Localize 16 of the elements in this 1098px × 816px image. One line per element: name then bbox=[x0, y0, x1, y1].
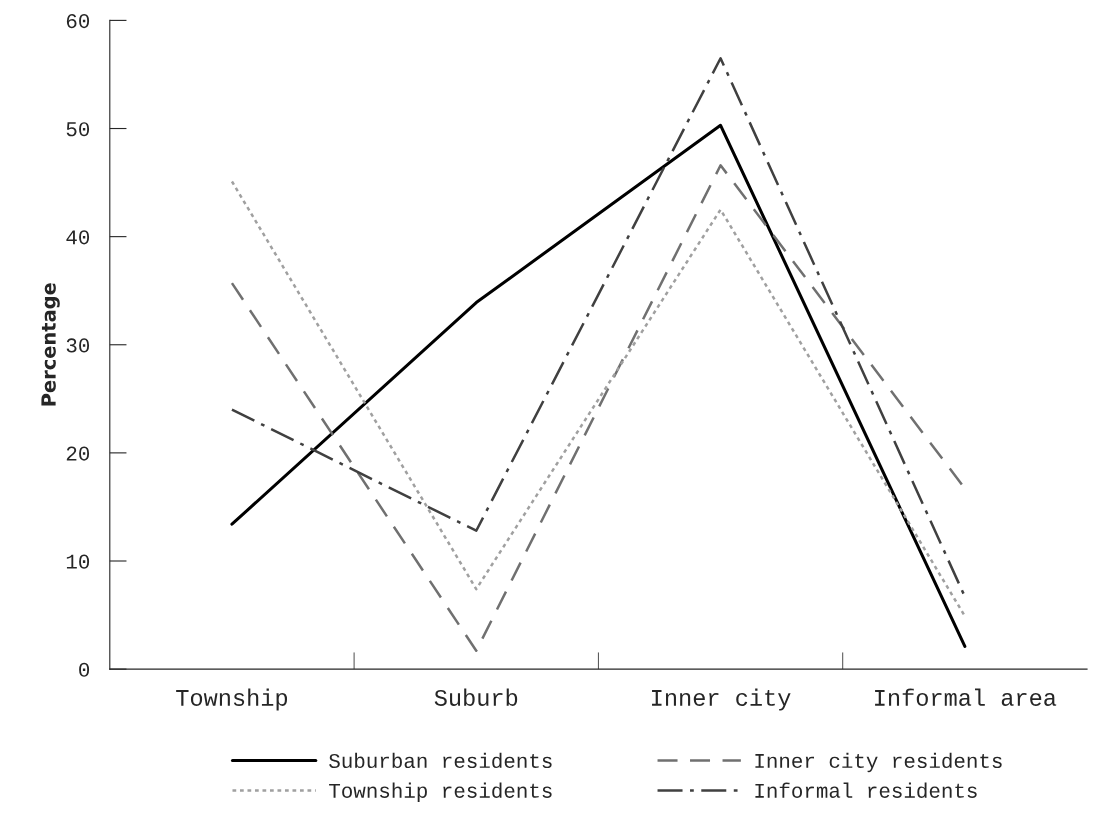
y-tick-label: 40 bbox=[66, 230, 90, 245]
y-tick-label: 10 bbox=[66, 554, 90, 569]
legend-label: Informal residents bbox=[755, 782, 977, 798]
y-tick-label: 0 bbox=[79, 662, 90, 677]
y-tick-label: 50 bbox=[66, 122, 90, 137]
x-tick-label: Informal area bbox=[875, 688, 1057, 706]
y-tick-label: 30 bbox=[66, 338, 90, 353]
y-tick-label: 20 bbox=[66, 446, 90, 461]
x-tick-label: Suburb bbox=[434, 688, 518, 706]
legend-label: Suburban residents bbox=[329, 752, 552, 769]
y-tick-label: 60 bbox=[66, 14, 90, 29]
legend-label: Inner city residents bbox=[755, 752, 1002, 773]
y-axis-title: Percentage bbox=[41, 283, 60, 406]
legend-label: Township residents bbox=[329, 782, 552, 802]
x-tick-label: Inner city bbox=[652, 688, 791, 711]
x-tick-label: Township bbox=[176, 688, 288, 711]
